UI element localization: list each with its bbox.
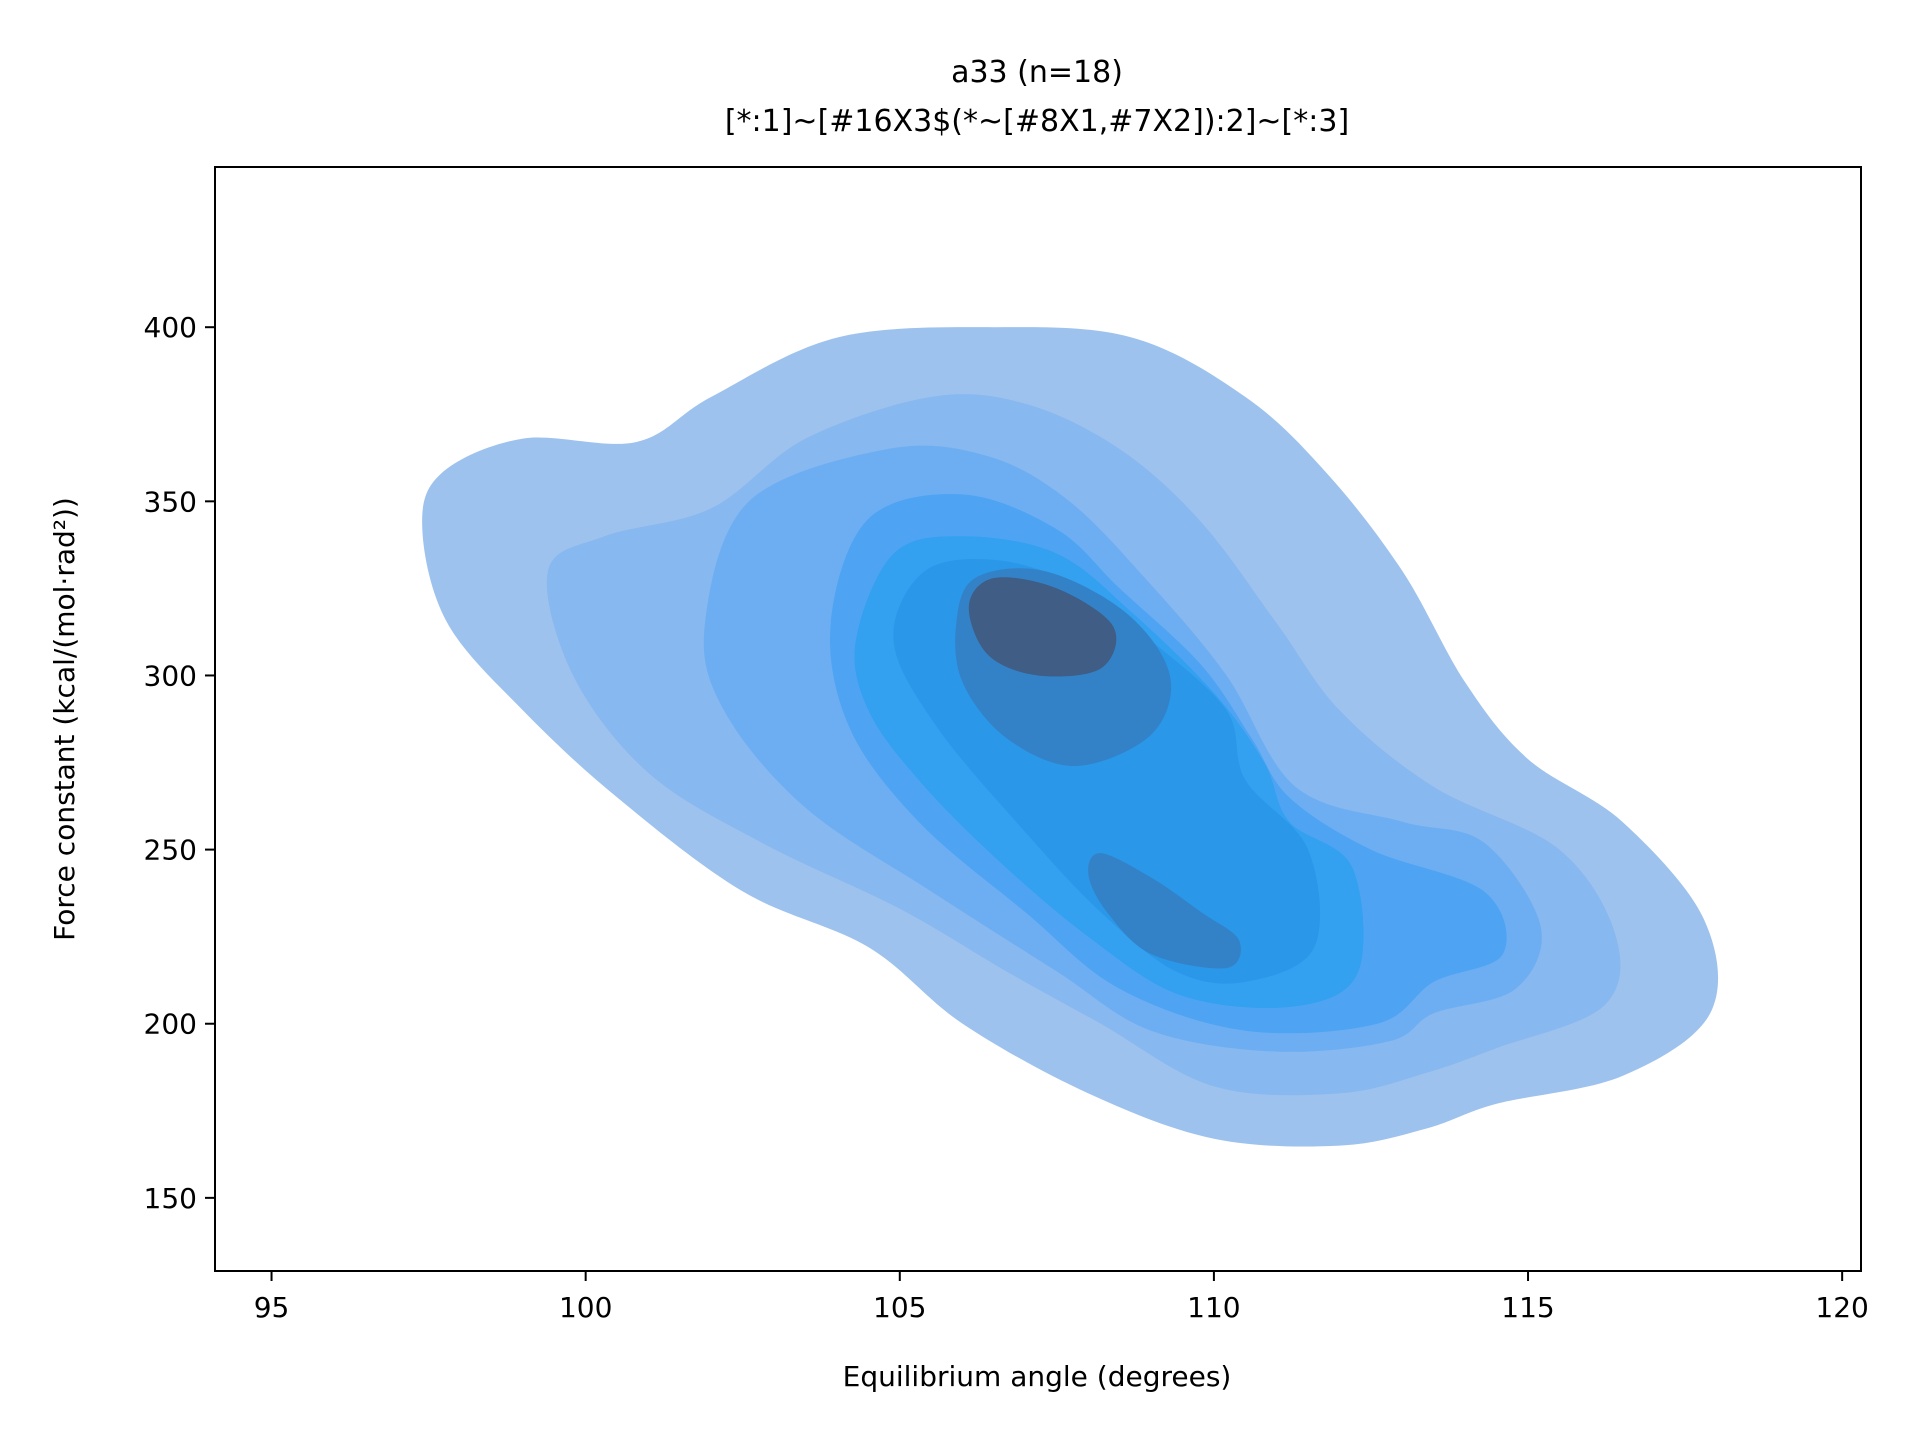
density-level-7-region-2 xyxy=(1088,853,1241,969)
x-axis-ticks: 95 100 105 110 115 120 xyxy=(254,1271,1869,1324)
x-tick-label: 120 xyxy=(1815,1291,1868,1324)
y-tick-label: 250 xyxy=(144,834,197,867)
x-tick-label: 100 xyxy=(559,1291,612,1324)
chart-subtitle: [*:1]~[#16X3$(*~[#8X1,#7X2]):2]~[*:3] xyxy=(725,104,1349,139)
y-tick-label: 300 xyxy=(144,659,197,692)
x-axis-label: Equilibrium angle (degrees) xyxy=(843,1360,1232,1393)
x-tick-label: 110 xyxy=(1187,1291,1240,1324)
density-level-4-region-2 xyxy=(1401,869,1441,896)
x-tick-label: 95 xyxy=(254,1291,290,1324)
x-tick-label: 115 xyxy=(1501,1291,1554,1324)
density-contours xyxy=(422,327,1719,1147)
y-tick-label: 350 xyxy=(144,485,197,518)
density-level-8-region-1 xyxy=(968,577,1117,677)
y-axis-ticks: 150 200 250 300 350 400 xyxy=(144,311,215,1215)
chart-title: a33 (n=18) xyxy=(951,55,1123,90)
y-axis-label: Force constant (kcal/(mol·rad²)) xyxy=(48,497,81,941)
plot-frame xyxy=(214,166,1862,1272)
y-tick-label: 200 xyxy=(144,1008,197,1041)
y-tick-label: 150 xyxy=(144,1182,197,1215)
x-tick-label: 105 xyxy=(873,1291,926,1324)
y-tick-label: 400 xyxy=(144,311,197,344)
